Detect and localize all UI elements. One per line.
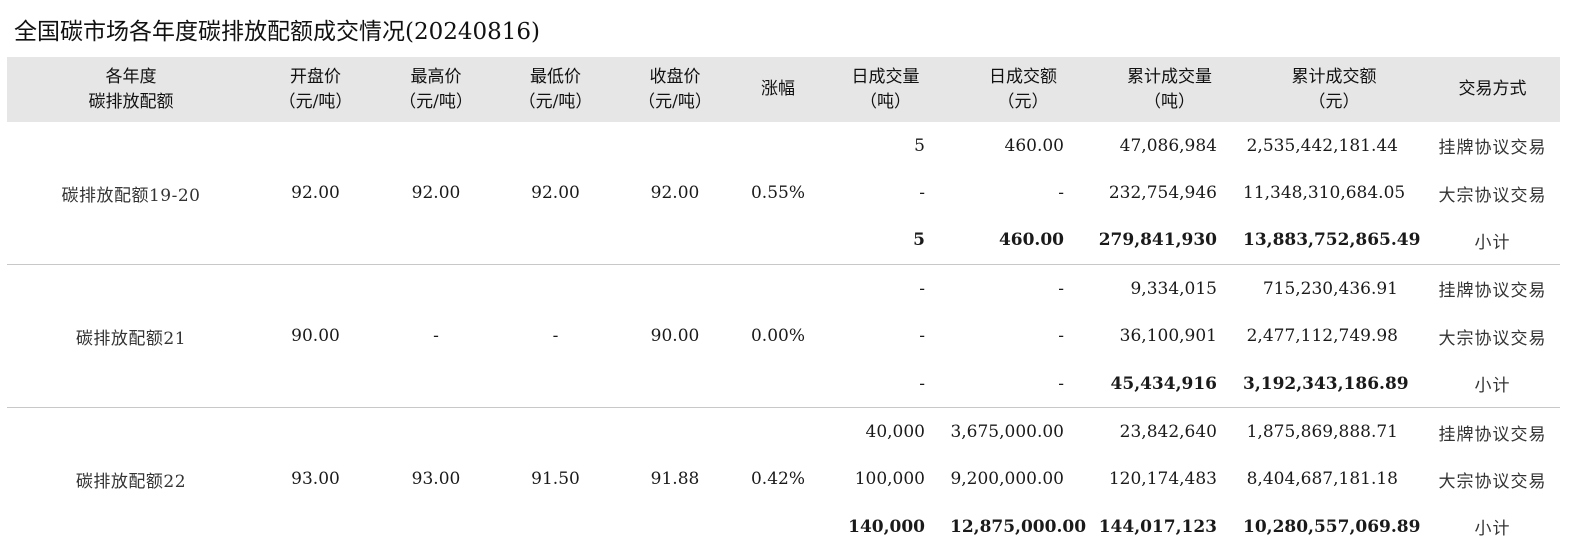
price-change: 0.00%	[735, 264, 821, 408]
allowance-name: 碳排放配额21	[7, 264, 255, 408]
header-daily-amount: 日成交额 （元）	[950, 57, 1096, 122]
header-cumulative-volume: 累计成交量 （吨）	[1096, 57, 1243, 122]
cumulative-amount: 1,875,869,888.71	[1243, 407, 1425, 456]
trading-method: 挂牌协议交易	[1425, 264, 1560, 313]
trading-method: 小计	[1474, 232, 1511, 253]
price-change: 0.55%	[750, 183, 805, 204]
subtotal-row: 5 460.00 279,841,930 13,883,752,865.49 小…	[7, 217, 1560, 265]
daily-amount: 460.00	[998, 230, 1064, 251]
header-change: 涨幅	[735, 57, 821, 122]
low-price: 91.50	[496, 407, 615, 551]
daily-amount: -	[1058, 183, 1064, 204]
header-cumulative-amount: 累计成交额 （元）	[1243, 57, 1425, 122]
daily-amount: -	[1058, 326, 1064, 347]
high-price: 92.00	[411, 183, 461, 204]
cumulative-amount: 8,404,687,181.18	[1246, 469, 1398, 490]
cumulative-amount: 715,230,436.91	[1243, 264, 1425, 313]
cumulative-amount: 10,280,557,069.89	[1243, 516, 1421, 537]
cumulative-volume: 47,086,984	[1119, 135, 1217, 156]
price-change: 0.42%	[735, 407, 821, 551]
cumulative-volume: 144,017,123	[1098, 516, 1217, 537]
daily-amount: -	[950, 264, 1096, 313]
trading-method: 小计	[1474, 519, 1511, 540]
trading-method: 小计	[1474, 376, 1511, 397]
close-price: 92.00	[650, 183, 700, 204]
low-price: -	[496, 264, 615, 408]
header-daily-volume: 日成交量 （吨）	[821, 57, 950, 122]
daily-volume: -	[919, 373, 925, 394]
cumulative-volume: 9,334,015	[1096, 264, 1243, 313]
table-row: 碳排放配额22 93.00 93.00 91.50 91.88 0.42% 40…	[7, 407, 1560, 551]
cumulative-volume: 23,842,640	[1096, 407, 1243, 456]
daily-volume: 5	[914, 135, 925, 156]
page-title: 全国碳市场各年度碳排放配额成交情况(20240816)	[14, 19, 541, 45]
table-row: 碳排放配额19-20 92.00 92.00 92.00 92.00 0.55%…	[7, 122, 1560, 206]
daily-volume: 40,000	[821, 407, 950, 456]
cumulative-volume: 36,100,901	[1119, 326, 1217, 347]
table-row: 100,000 9,200,000.00 120,174,483 8,404,6…	[7, 456, 1560, 503]
table-row: - - 232,754,946 11,348,310,684.05 大宗协议交易	[7, 169, 1560, 216]
subtotal-row: 140,000 12,875,000.00 144,017,123 10,280…	[7, 503, 1560, 550]
cumulative-volume: 45,434,916	[1110, 373, 1217, 394]
allowance-name: 碳排放配额19-20	[61, 185, 201, 206]
cumulative-amount: 11,348,310,684.05	[1243, 183, 1406, 204]
daily-volume: -	[919, 183, 925, 204]
trading-method: 挂牌协议交易	[1438, 138, 1547, 159]
table-row: 碳排放配额21 90.00 - - 90.00 0.00% - - 9,334,…	[7, 264, 1560, 408]
header-allowance-year: 各年度 碳排放配额	[7, 57, 255, 122]
open-price: 93.00	[255, 407, 376, 551]
trading-method: 大宗协议交易	[1438, 328, 1547, 349]
daily-amount: 12,875,000.00	[950, 516, 1087, 537]
daily-volume: 100,000	[854, 469, 925, 490]
daily-volume: 140,000	[848, 516, 925, 537]
daily-volume: 5	[913, 230, 925, 251]
daily-amount: 3,675,000.00	[950, 407, 1096, 456]
header-low-price: 最低价 （元/吨）	[496, 57, 615, 122]
low-price: 92.00	[531, 183, 580, 204]
cumulative-amount: 2,477,112,749.98	[1246, 326, 1398, 347]
high-price: -	[376, 264, 496, 408]
trading-method: 大宗协议交易	[1438, 471, 1547, 492]
cumulative-amount: 2,535,442,181.44	[1246, 135, 1398, 156]
cumulative-amount: 3,192,343,186.89	[1243, 373, 1409, 394]
cumulative-amount: 13,883,752,865.49	[1243, 230, 1421, 251]
cumulative-volume: 279,841,930	[1098, 230, 1217, 251]
subtotal-row: - - 45,434,916 3,192,343,186.89 小计	[7, 360, 1560, 408]
cumulative-volume: 232,754,946	[1108, 183, 1217, 204]
header-open-price: 开盘价 （元/吨）	[255, 57, 376, 122]
open-price: 90.00	[255, 264, 376, 408]
table-header-row: 各年度 碳排放配额 开盘价 （元/吨） 最高价 （元/吨） 最低价 （元/吨） 收盘价（…	[7, 57, 1560, 122]
daily-amount: -	[1058, 373, 1064, 394]
cumulative-volume: 120,174,483	[1108, 469, 1217, 490]
daily-amount: 9,200,000.00	[950, 469, 1064, 490]
carbon-trading-table: 各年度 碳排放配额 开盘价 （元/吨） 最高价 （元/吨） 最低价 （元/吨） 收盘价（…	[7, 57, 1560, 551]
allowance-name: 碳排放配额22	[7, 407, 255, 551]
trading-method: 大宗协议交易	[1438, 185, 1547, 206]
table-row: - - 36,100,901 2,477,112,749.98 大宗协议交易	[7, 313, 1560, 360]
trading-method: 挂牌协议交易	[1425, 407, 1560, 456]
header-close-price: 收盘价 （元/吨）	[615, 57, 735, 122]
open-price: 92.00	[291, 183, 340, 204]
daily-volume: -	[919, 326, 925, 347]
high-price: 93.00	[376, 407, 496, 551]
header-high-price: 最高价 （元/吨）	[376, 57, 496, 122]
close-price: 91.88	[615, 407, 735, 551]
header-trading-method: 交易方式	[1425, 57, 1560, 122]
daily-volume: -	[821, 264, 950, 313]
close-price: 90.00	[615, 264, 735, 408]
daily-amount: 460.00	[1004, 135, 1064, 156]
